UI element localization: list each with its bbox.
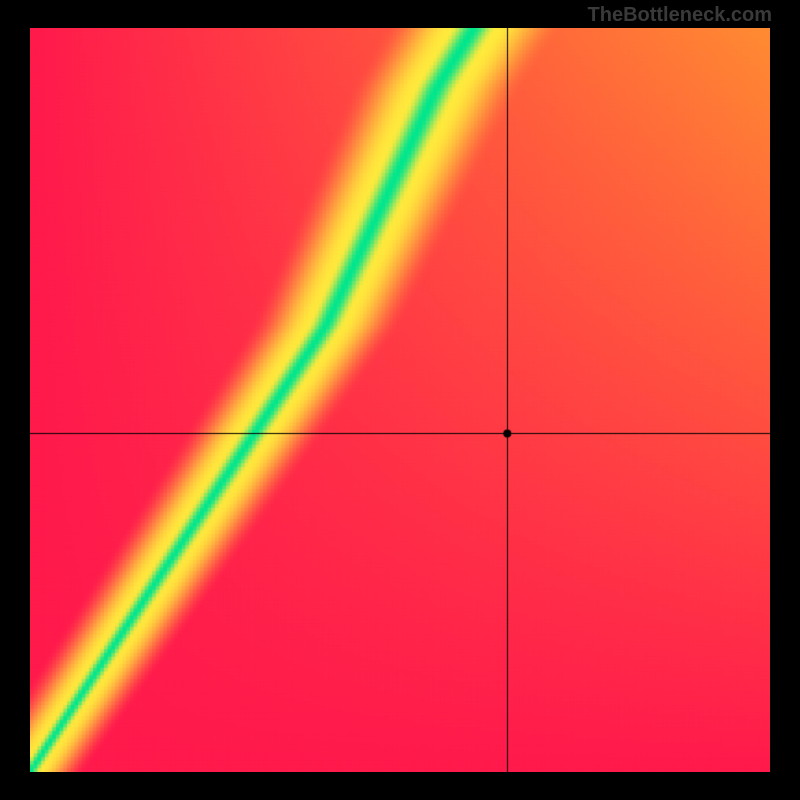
stage: TheBottleneck.com [0, 0, 800, 800]
watermark-text: TheBottleneck.com [588, 4, 772, 27]
bottleneck-heatmap [30, 28, 770, 772]
